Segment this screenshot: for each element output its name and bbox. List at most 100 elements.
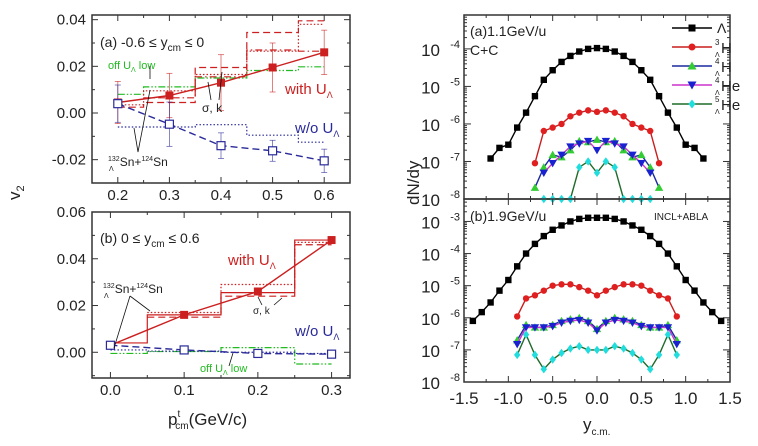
- y-tick-label: 10: [421, 153, 440, 172]
- marker-square: [505, 141, 512, 148]
- marker-circle: [576, 283, 583, 291]
- legend-hyperon: Λ: [715, 71, 720, 78]
- marker-triangle-down: [601, 137, 611, 146]
- y-tick-label: 0.04: [57, 12, 86, 29]
- marker-triangle-down: [601, 319, 611, 327]
- x-axis-label-ycm: yc.m.: [583, 415, 610, 438]
- marker-triangle-down: [583, 137, 593, 146]
- marker-square: [593, 44, 601, 52]
- y-axis-label-dndy: dN/dy: [404, 160, 423, 205]
- marker-square: [620, 218, 627, 225]
- legend-label: Λ: [717, 20, 727, 36]
- marker-triangle-down: [513, 341, 522, 349]
- marker-open-square: [216, 141, 226, 151]
- x-tick-label: 0.5: [630, 389, 654, 408]
- plot-left-b: 0.00 0.02 0.04 0.06 0.0 0.1 0.2 0.3: [57, 204, 351, 399]
- marker-square: [576, 48, 583, 55]
- marker-square: [505, 276, 512, 284]
- marker-square: [709, 308, 716, 316]
- y-tick-label-exponent: -8: [450, 189, 460, 201]
- y-tick-label-exponent: -6: [450, 308, 460, 320]
- marker-diamond: [638, 355, 645, 364]
- marker-square: [496, 144, 503, 152]
- marker-circle: [629, 281, 636, 288]
- marker-triangle-down: [637, 322, 646, 331]
- marker-open-square: [105, 340, 116, 350]
- marker-triangle-down: [646, 324, 655, 332]
- marker-square: [567, 52, 574, 60]
- marker-triangle-up: [687, 61, 697, 70]
- plot-right-a: 10 -4 10 -5 10 -6 10 -7 10 -8: [421, 14, 731, 210]
- marker-square: [655, 240, 663, 248]
- marker-square: [602, 214, 610, 221]
- marker-circle: [655, 159, 663, 167]
- marker-circle: [611, 109, 618, 116]
- y-tick-label: 10: [421, 78, 440, 97]
- marker-open-square: [113, 99, 123, 109]
- marker-square: [522, 250, 530, 257]
- marker-triangle-down: [610, 140, 619, 148]
- marker-open-square: [319, 156, 329, 166]
- marker-triangle-down: [592, 327, 602, 335]
- annotation-system-a: 132Sn+124Sn: [108, 155, 168, 169]
- y-tick-label: 0.04: [57, 251, 86, 268]
- marker-square: [558, 58, 565, 66]
- marker-circle: [593, 292, 601, 299]
- legend-entry: 4 Λ H: [672, 57, 732, 78]
- marker-open-square: [164, 119, 174, 129]
- marker-diamond: [514, 350, 521, 360]
- marker-circle: [638, 282, 645, 289]
- y-tick-label-exponent: -7: [450, 151, 460, 163]
- y-tick-label: 10: [421, 246, 440, 265]
- annotation-sigma-k-a: σ, k: [202, 101, 223, 115]
- marker-circle: [576, 109, 583, 116]
- marker-square: [620, 52, 627, 60]
- marker-triangle-down: [566, 143, 575, 151]
- marker-diamond: [611, 342, 618, 351]
- marker-diamond: [629, 348, 636, 358]
- marker-circle: [629, 120, 636, 128]
- y-tick-label: 0.02: [57, 298, 86, 315]
- x-tick-label: 1.0: [674, 389, 698, 408]
- marker-square: [638, 67, 645, 74]
- marker-square: [478, 308, 485, 316]
- marker-open-square: [179, 345, 189, 355]
- marker-triangle-down: [557, 319, 566, 327]
- marker-diamond: [593, 168, 601, 177]
- marker-triangle-up: [637, 150, 646, 159]
- y-tick-label: 10: [421, 342, 440, 361]
- marker-circle: [584, 107, 592, 114]
- marker-circle: [647, 287, 654, 294]
- y-tick-label: -0.02: [52, 152, 86, 169]
- marker-square: [549, 67, 556, 74]
- marker-square: [549, 226, 556, 233]
- marker-diamond: [576, 163, 583, 172]
- marker-diamond: [522, 330, 530, 339]
- marker-circle: [620, 113, 627, 120]
- annotation-system-a-hyperon: Λ: [109, 166, 114, 173]
- marker-triangle-down: [530, 324, 540, 332]
- legend-hyperon: Λ: [715, 109, 720, 116]
- y-tick-label-exponent: -5: [450, 76, 460, 88]
- legend-entry: Λ: [672, 20, 727, 36]
- y-tick-label-exponent: -4: [450, 244, 460, 256]
- annotation-arrows-b: [113, 295, 283, 367]
- y-tick-label-exponent: -8: [450, 372, 460, 384]
- legend-hyperon: Λ: [715, 52, 720, 59]
- marker-square: [320, 48, 329, 57]
- marker-square: [180, 310, 189, 319]
- marker-triangle-up: [654, 183, 664, 191]
- marker-triangle-down: [610, 316, 619, 325]
- marker-triangle-up: [592, 135, 602, 143]
- marker-square: [253, 287, 262, 296]
- marker-square: [700, 155, 707, 162]
- marker-square: [327, 236, 336, 245]
- marker-circle: [673, 313, 680, 320]
- marker-diamond: [620, 344, 627, 353]
- panel-b-right-label: (b)1.9GeV/u: [470, 208, 546, 224]
- x-tick-label: -1.0: [494, 389, 523, 408]
- marker-circle: [602, 107, 610, 114]
- marker-triangle-down: [548, 322, 557, 331]
- annotation-off-low-a: off UΛ low: [108, 60, 155, 74]
